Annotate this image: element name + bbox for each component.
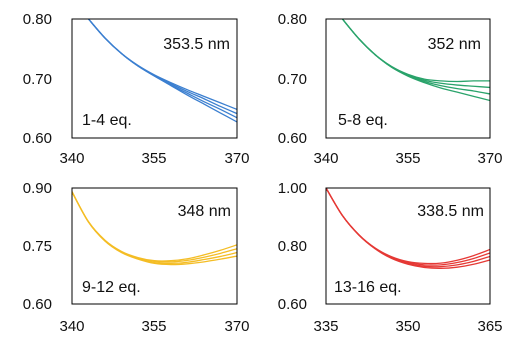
x-tick-label: 370: [224, 318, 249, 335]
series-layer-1: [88, 19, 237, 123]
series-layer-3: [72, 191, 237, 266]
plot-frame-3: [71, 187, 238, 305]
y-tick-label: 0.60: [278, 130, 307, 147]
x-tick-label: 355: [141, 318, 166, 335]
y-tick-label: 0.80: [278, 238, 307, 255]
series-line-2-1: [341, 19, 490, 102]
series-layer-4: [326, 188, 490, 269]
panel-3: 348 nm 9-12 eq. 0.90 0.75 0.60 340 355 3…: [23, 180, 250, 335]
wavelength-annotation-1: 353.5 nm: [163, 36, 230, 53]
series-line-4-1: [326, 188, 490, 269]
y-tick-label: 0.60: [23, 130, 52, 147]
wavelength-annotation-2: 352 nm: [428, 36, 481, 53]
y-tick-label: 0.70: [23, 71, 52, 88]
series-line-4-2: [326, 188, 490, 268]
plot-frame-4: [325, 187, 491, 305]
wavelength-annotation-4: 338.5 nm: [417, 203, 484, 220]
eq-annotation-3: 9-12 eq.: [82, 279, 141, 296]
x-tick-label: 370: [224, 150, 249, 167]
x-tick-label: 370: [477, 150, 502, 167]
series-line-4-4: [326, 188, 490, 265]
x-tick-label: 355: [395, 150, 420, 167]
x-tick-label: 340: [59, 318, 84, 335]
x-tick-label: 340: [59, 150, 84, 167]
y-tick-label: 0.60: [278, 296, 307, 313]
plot-frame-2: [325, 18, 491, 139]
series-line-1-3: [88, 19, 237, 115]
wavelength-annotation-3: 348 nm: [178, 203, 231, 220]
eq-annotation-4: 13-16 eq.: [334, 279, 402, 296]
y-tick-label: 0.75: [23, 238, 52, 255]
panel-4: 338.5 nm 13-16 eq. 1.00 0.80 0.60 335 35…: [278, 180, 503, 335]
series-line-1-2: [88, 19, 237, 119]
panel-2: 352 nm 5-8 eq. 0.80 0.70 0.60 340 355 37…: [278, 11, 503, 167]
plot-frame-1: [71, 18, 238, 139]
panel-1: 353.5 nm 1-4 eq. 0.80 0.70 0.60 340 355 …: [23, 11, 250, 167]
x-tick-label: 355: [141, 150, 166, 167]
series-layer-2: [341, 19, 490, 102]
y-tick-label: 0.70: [278, 71, 307, 88]
x-tick-label: 340: [313, 150, 338, 167]
y-tick-label: 0.90: [23, 180, 52, 197]
x-tick-label: 350: [395, 318, 420, 335]
eq-annotation-2: 5-8 eq.: [338, 112, 388, 129]
x-tick-label: 365: [477, 318, 502, 335]
series-line-1-4: [88, 19, 237, 111]
series-line-2-2: [341, 19, 490, 95]
y-tick-label: 0.60: [23, 296, 52, 313]
y-tick-label: 0.80: [278, 11, 307, 28]
x-tick-label: 335: [313, 318, 338, 335]
y-tick-label: 1.00: [278, 180, 307, 197]
eq-annotation-1: 1-4 eq.: [82, 112, 132, 129]
y-tick-label: 0.80: [23, 11, 52, 28]
series-line-2-4: [341, 19, 490, 83]
series-line-3-4: [72, 191, 237, 262]
